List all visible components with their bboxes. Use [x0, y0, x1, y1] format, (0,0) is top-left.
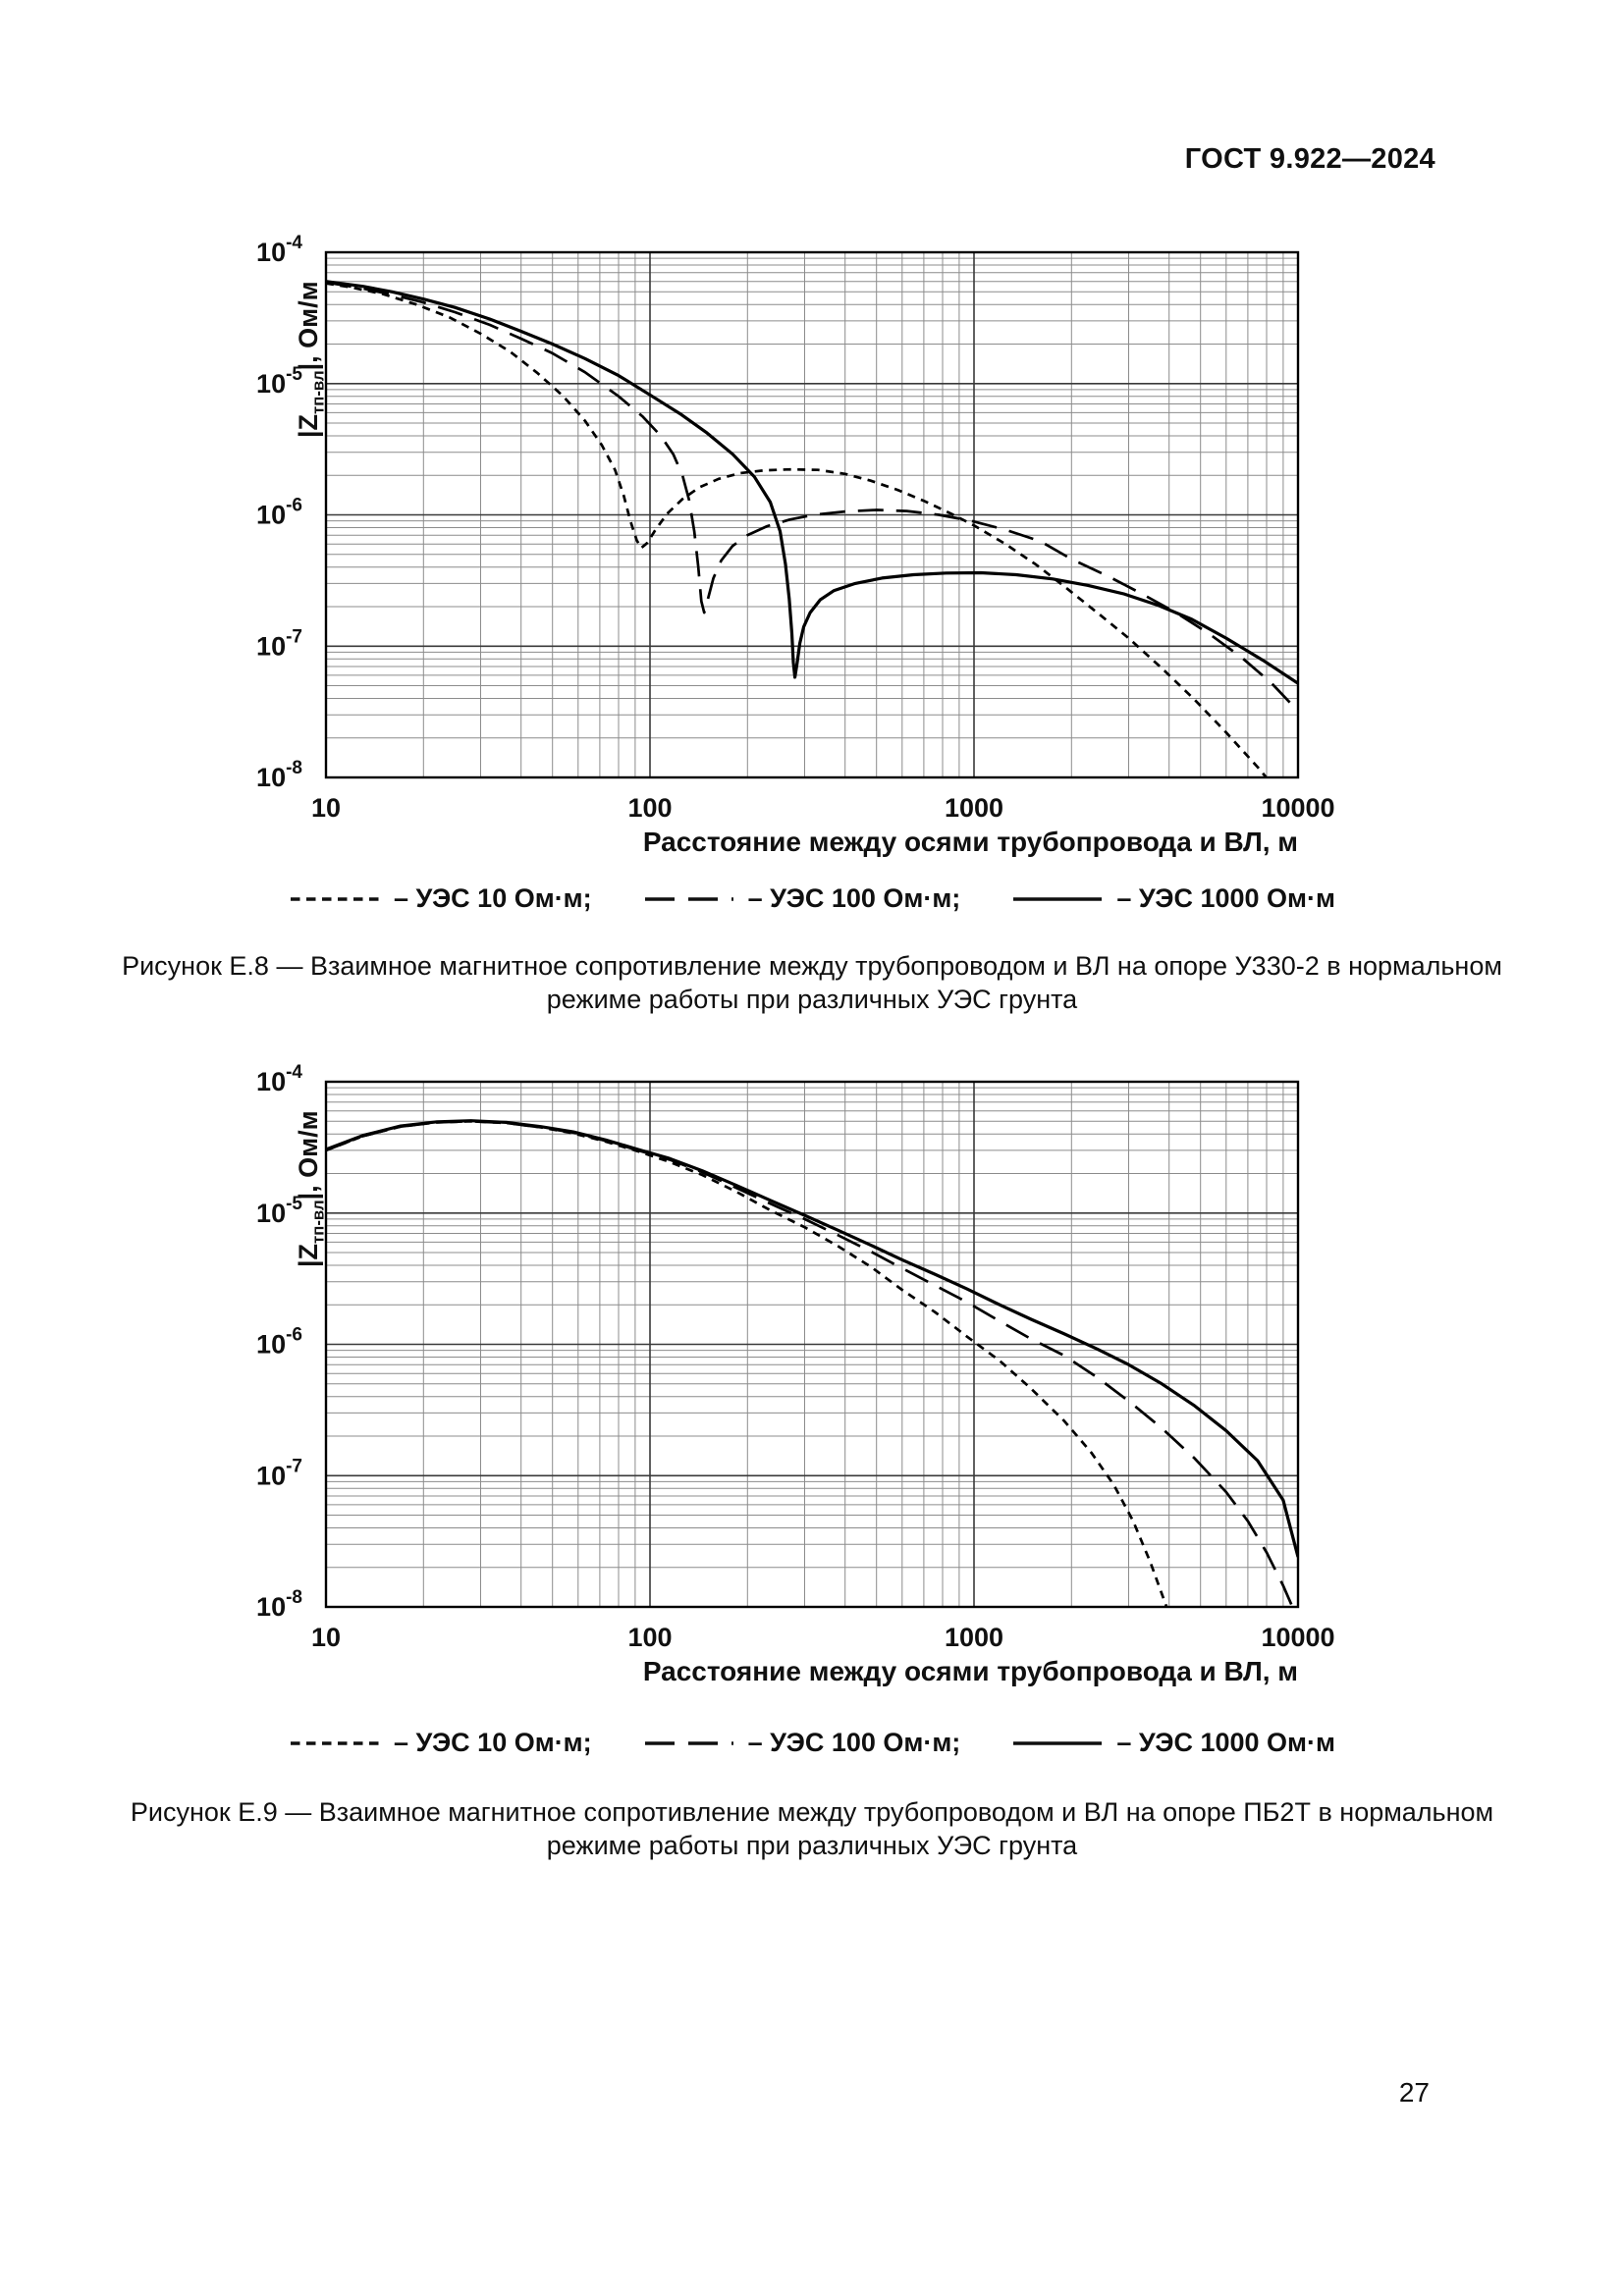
x-tick-label: 10	[311, 1623, 341, 1652]
legend-item-uec-10: – УЭС 10 Ом·м;	[289, 1728, 592, 1758]
legend-label: – УЭС 100 Ом·м;	[747, 883, 961, 913]
long-dash-line-icon	[644, 896, 733, 901]
page-number: 27	[1398, 2077, 1430, 2108]
series-line-solid	[326, 280, 1298, 685]
legend-e8: – УЭС 10 Ом·м; – УЭС 100 Ом·м; – УЭС 100…	[154, 883, 1470, 914]
caption-line: режиме работы при различных УЭС грунта	[546, 1830, 1078, 1860]
plot-border	[324, 250, 1300, 779]
legend-item-uec-1000: – УЭС 1000 Ом·м	[1011, 883, 1335, 914]
y-tick-label: 10-8	[256, 1587, 302, 1622]
x-tick-label: 100	[627, 793, 672, 823]
legend-item-uec-100: – УЭС 100 Ом·м;	[643, 883, 961, 914]
legend-label: – УЭС 10 Ом·м;	[394, 883, 592, 913]
grid-major	[326, 1082, 1298, 1607]
legend-label: – УЭС 10 Ом·м;	[394, 1728, 592, 1757]
y-tick-label: 10-6	[256, 1325, 302, 1360]
y-tick-label: 10-8	[256, 758, 302, 792]
y-tick-label: 10-5	[256, 1194, 302, 1228]
x-tick-label: 100	[627, 1623, 672, 1652]
series-line-long	[326, 281, 1298, 713]
series-group	[326, 280, 1298, 777]
series-line-short	[326, 282, 1269, 777]
series-group	[326, 1119, 1298, 1607]
x-axis-label: Расстояние между осями трубопровода и ВЛ…	[642, 1656, 1298, 1686]
document-header: ГОСТ 9.922—2024	[1184, 143, 1435, 175]
solid-line-icon	[1013, 1740, 1103, 1745]
legend-item-uec-10: – УЭС 10 Ом·м;	[289, 883, 592, 914]
x-tick-label: 10000	[1261, 1623, 1334, 1652]
x-axis-label: Расстояние между осями трубопровода и ВЛ…	[642, 827, 1298, 857]
grid-major	[326, 252, 1298, 777]
y-tick-label: 10-4	[256, 233, 302, 267]
y-tick-label: 10-5	[256, 364, 302, 399]
chart-figure-e8: 10 100 1000 10000 10-4 10-5 10-6 10-7 10-8	[256, 233, 1335, 823]
plot-border	[324, 1080, 1300, 1609]
x-tick-label: 1000	[945, 793, 1003, 823]
legend-label: – УЭС 1000 Ом·м	[1116, 1728, 1335, 1757]
figure-e8-caption: Рисунок Е.8 — Взаимное магнитное сопроти…	[110, 950, 1514, 1017]
legend-item-uec-100: – УЭС 100 Ом·м;	[643, 1728, 961, 1758]
caption-line: Рисунок Е.9 — Взаимное магнитное сопроти…	[130, 1797, 1494, 1827]
y-tick-label: 10-7	[256, 1456, 302, 1490]
short-dash-line-icon	[291, 1740, 380, 1745]
long-dash-line-icon	[644, 1740, 733, 1745]
x-tick-label: 1000	[945, 1623, 1003, 1652]
legend-e9: – УЭС 10 Ом·м; – УЭС 100 Ом·м; – УЭС 100…	[154, 1728, 1470, 1758]
figure-e9-caption: Рисунок Е.9 — Взаимное магнитное сопроти…	[110, 1796, 1514, 1863]
series-line-solid	[326, 1119, 1298, 1558]
series-line-short	[326, 1119, 1168, 1607]
y-tick-label: 10-6	[256, 496, 302, 530]
chart-figure-e9: 10 100 1000 10000 10-4 10-5 10-6 10-7 10-8	[256, 1062, 1335, 1652]
y-tick-label: 10-4	[256, 1062, 302, 1096]
solid-line-icon	[1013, 896, 1103, 901]
short-dash-line-icon	[291, 896, 380, 901]
x-tick-label: 10000	[1261, 793, 1334, 823]
legend-label: – УЭС 1000 Ом·м	[1116, 883, 1335, 913]
caption-line: режиме работы при различных УЭС грунта	[546, 984, 1078, 1014]
legend-item-uec-1000: – УЭС 1000 Ом·м	[1011, 1728, 1335, 1758]
series-line-long	[326, 1119, 1294, 1607]
x-tick-label: 10	[311, 793, 341, 823]
caption-line: Рисунок Е.8 — Взаимное магнитное сопроти…	[122, 951, 1502, 981]
y-tick-label: 10-7	[256, 626, 302, 661]
legend-label: – УЭС 100 Ом·м;	[747, 1728, 961, 1757]
